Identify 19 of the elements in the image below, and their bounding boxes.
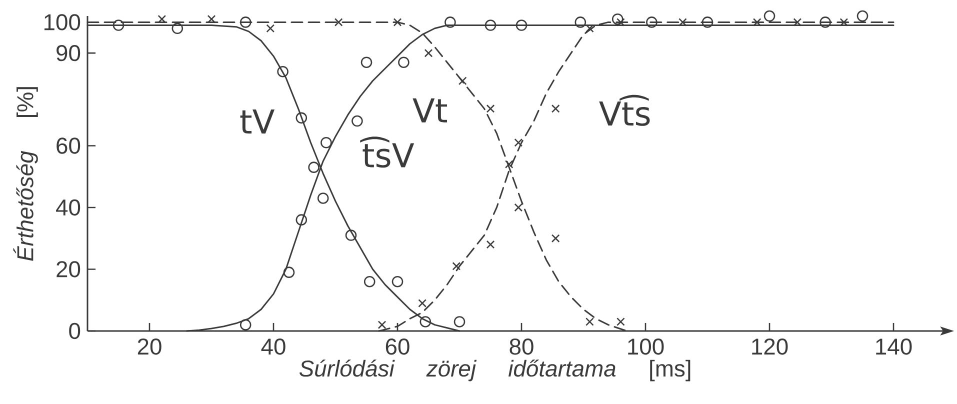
series-label: t͡sV (360, 136, 414, 168)
y-tick-label: 60 (56, 138, 80, 154)
y-tick-label: 90 (56, 44, 80, 62)
x-tick-label: 40 (261, 338, 286, 355)
y-tick-label: 100 (44, 14, 80, 30)
y-tick-label: 40 (56, 199, 80, 216)
y-tick-label: 20 (56, 261, 80, 278)
x-tick-label: 120 (752, 338, 788, 355)
text: Súrlódási zörej időtartama [ms] (299, 360, 690, 382)
x-tick-label: 20 (138, 338, 162, 355)
text: Érthetőség [%] (13, 87, 38, 261)
x-tick-label: 80 (510, 338, 534, 355)
series-label: Vt (412, 98, 448, 122)
series-label: tV (240, 110, 275, 134)
x-tick-label: 140 (876, 338, 912, 355)
x-tick-label: 100 (628, 338, 664, 355)
y-tick-label: 0 (69, 322, 80, 340)
x-tick-label: 60 (386, 338, 410, 355)
series-label: Vt͡s (599, 94, 650, 126)
